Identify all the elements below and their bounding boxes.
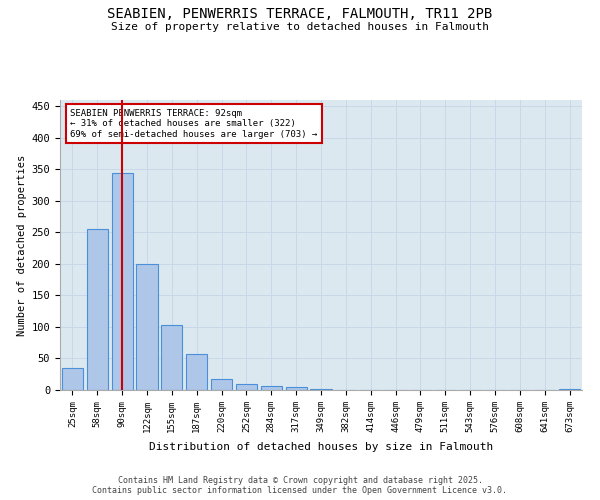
Bar xyxy=(136,264,158,390)
Bar xyxy=(211,378,232,390)
Bar xyxy=(87,229,108,390)
Bar xyxy=(261,386,282,390)
Text: SEABIEN PENWERRIS TERRACE: 92sqm
← 31% of detached houses are smaller (322)
69% : SEABIEN PENWERRIS TERRACE: 92sqm ← 31% o… xyxy=(70,108,317,138)
Y-axis label: Number of detached properties: Number of detached properties xyxy=(17,154,28,336)
Text: Distribution of detached houses by size in Falmouth: Distribution of detached houses by size … xyxy=(149,442,493,452)
Bar xyxy=(286,387,307,390)
Bar xyxy=(186,354,207,390)
Text: Size of property relative to detached houses in Falmouth: Size of property relative to detached ho… xyxy=(111,22,489,32)
Bar xyxy=(62,368,83,390)
Bar xyxy=(112,172,133,390)
Bar xyxy=(161,325,182,390)
Text: SEABIEN, PENWERRIS TERRACE, FALMOUTH, TR11 2PB: SEABIEN, PENWERRIS TERRACE, FALMOUTH, TR… xyxy=(107,8,493,22)
Bar xyxy=(236,384,257,390)
Bar xyxy=(559,388,580,390)
Text: Contains HM Land Registry data © Crown copyright and database right 2025.
Contai: Contains HM Land Registry data © Crown c… xyxy=(92,476,508,495)
